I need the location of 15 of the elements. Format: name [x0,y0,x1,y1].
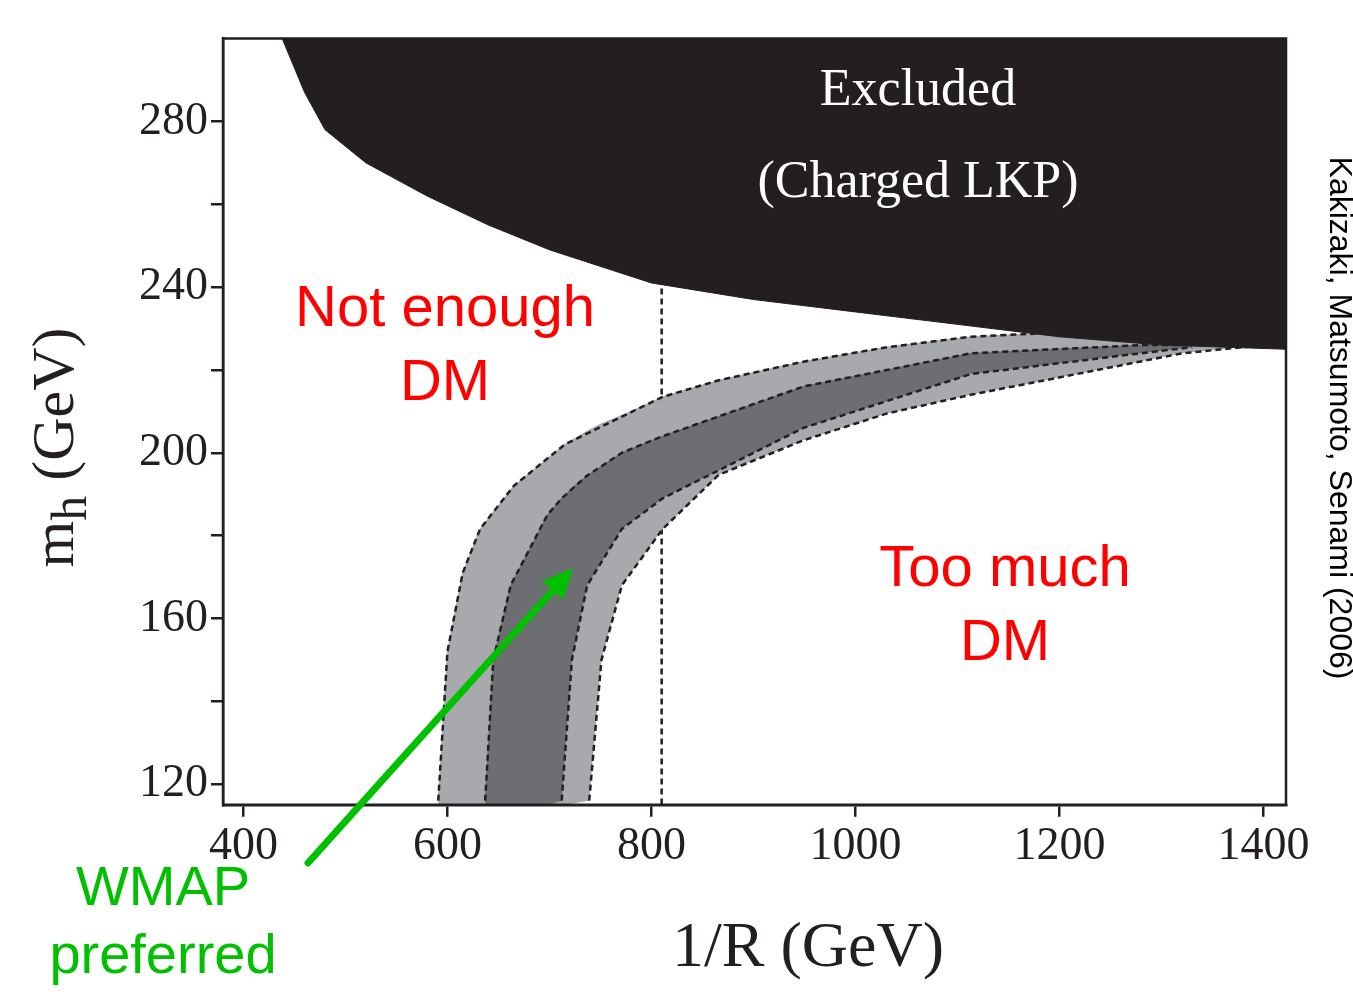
x-tick-label: 600 [412,818,482,870]
y-tick-label: 200 [139,423,208,475]
y-tick-label: 120 [139,755,208,807]
annotation: Not enough DM [294,272,596,414]
text: Kakizaki, Matsumoto, Senami (2006) [1322,155,1353,682]
y-tick-label: 280 [139,92,208,144]
x-tick-label: 1400 [1217,818,1310,870]
x-tick-label: 1200 [1013,818,1106,870]
y-tick-label: 240 [139,258,208,310]
annotation: Excluded (Charged LKP) [756,58,1080,210]
y-tick-label: 160 [139,589,208,641]
annotation: Too much DM [878,532,1132,674]
x-axis-title: 1/R (GeV) [671,908,945,982]
x-tick-label: 800 [616,818,686,870]
x-tick-label: 1000 [809,818,902,870]
